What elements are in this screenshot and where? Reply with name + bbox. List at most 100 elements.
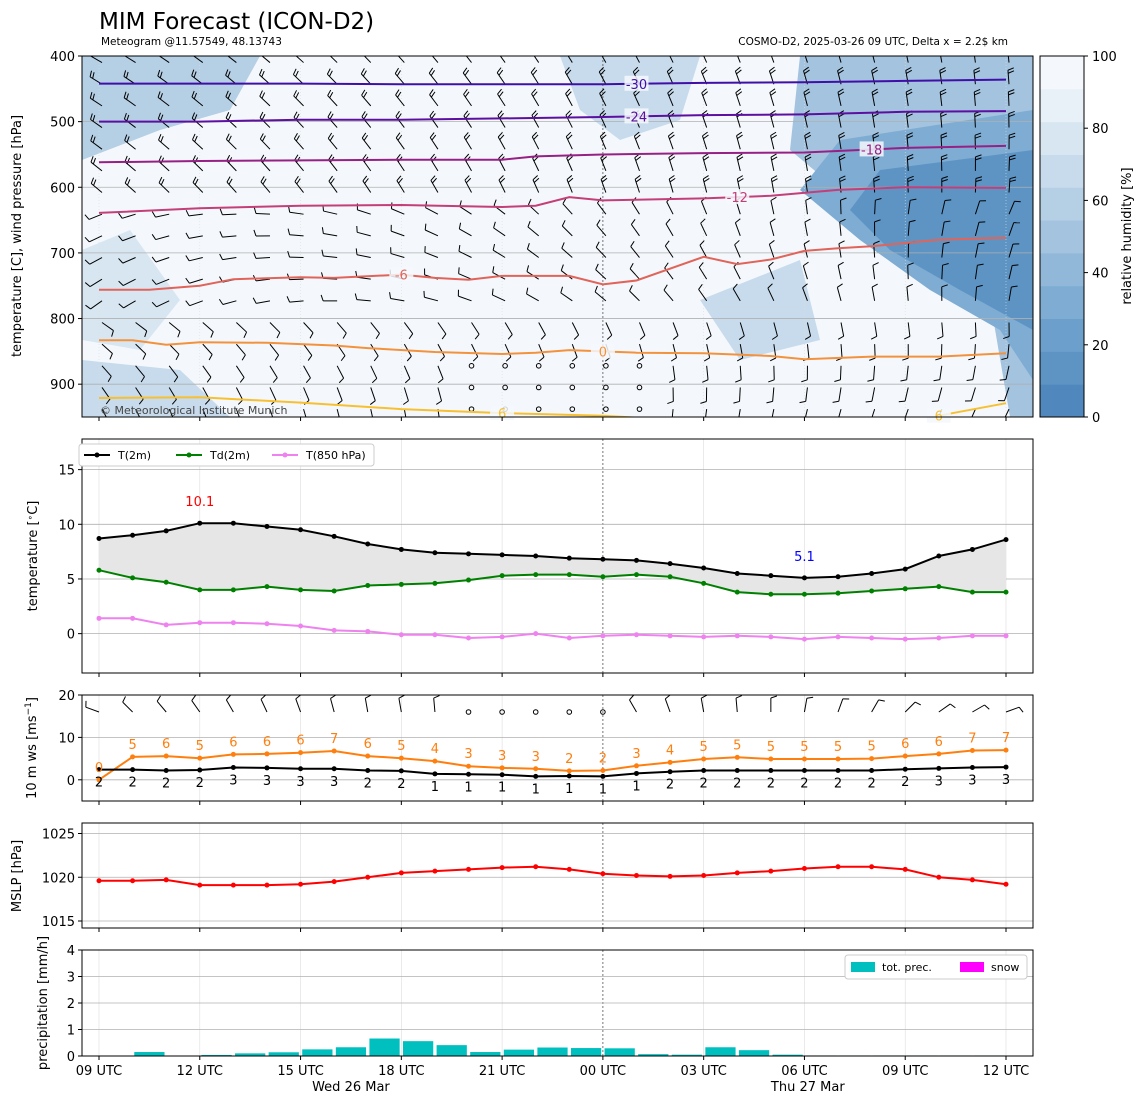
barb-staff xyxy=(391,208,405,215)
barb-staff xyxy=(260,181,271,193)
barb-feather xyxy=(941,179,948,182)
barb-feather xyxy=(698,262,704,268)
wind-barb xyxy=(838,56,842,63)
precipitation-bar xyxy=(772,1054,803,1056)
series-point xyxy=(96,615,102,621)
series-point xyxy=(969,748,975,754)
humidity-contour-8 xyxy=(82,360,230,417)
series-point xyxy=(600,574,606,580)
barb-staff xyxy=(430,158,439,172)
wind-barb xyxy=(667,88,674,107)
wind-barb xyxy=(605,322,613,340)
barb-feather xyxy=(90,156,94,163)
barb-feather xyxy=(253,207,257,214)
barb-feather xyxy=(124,49,125,55)
wind-barb xyxy=(336,408,340,417)
barb-staff xyxy=(192,160,204,172)
barb-feather xyxy=(941,154,948,158)
calm-wind-marker xyxy=(636,406,643,412)
wind-barb xyxy=(595,241,607,258)
barb-feather xyxy=(634,69,640,75)
barb-staff xyxy=(255,257,270,259)
barb-feather xyxy=(430,91,436,98)
barb-feather xyxy=(287,228,291,235)
barb-feather xyxy=(667,46,672,50)
series-point xyxy=(365,541,371,547)
barb-staff xyxy=(259,138,271,150)
series-point xyxy=(466,635,472,641)
barb-feather xyxy=(321,249,324,257)
barb-staff xyxy=(357,209,371,215)
series-point xyxy=(331,879,337,885)
precipitation-bar xyxy=(738,1050,770,1056)
barb-staff xyxy=(874,200,876,215)
barb-feather xyxy=(839,156,846,161)
wind-barb xyxy=(567,56,573,63)
speed-value-label: 2 xyxy=(700,776,708,791)
series-point xyxy=(96,567,102,573)
barb-staff xyxy=(630,224,640,237)
wind-barb xyxy=(389,292,405,302)
series-point xyxy=(264,584,270,590)
barb-feather xyxy=(668,48,673,52)
barb-staff xyxy=(256,300,271,304)
barb-feather xyxy=(327,111,332,118)
barb-feather xyxy=(838,153,846,158)
colorbar-tick-label: 20 xyxy=(1092,339,1109,354)
barb-feather xyxy=(973,70,981,74)
barb-feather xyxy=(330,178,335,184)
barb-staff xyxy=(289,234,304,237)
barb-staff xyxy=(561,247,573,258)
wind-barb xyxy=(259,133,271,150)
barb-feather xyxy=(109,353,113,360)
series-point xyxy=(432,550,438,556)
barb-staff xyxy=(630,246,640,258)
barb-feather xyxy=(107,376,112,383)
barb-staff xyxy=(633,135,640,150)
series-point xyxy=(667,633,673,639)
gust-value-label: 5 xyxy=(128,738,136,753)
barb-feather xyxy=(599,46,603,51)
barb-staff xyxy=(974,322,977,337)
wind-barb xyxy=(940,154,948,171)
barb-feather xyxy=(736,153,743,158)
precipitation-bars xyxy=(134,1038,1005,1056)
barb-staff xyxy=(806,322,812,337)
series-point xyxy=(801,767,807,773)
barb-feather xyxy=(839,134,846,139)
figure-subtitle-right: COSMO-D2, 2025-03-26 09 UTC, Delta x = 2… xyxy=(738,36,1008,48)
wind-barb xyxy=(219,231,237,238)
barb-feather xyxy=(126,179,131,186)
barb-feather xyxy=(974,113,981,118)
barb-staff xyxy=(124,118,136,128)
wind-barb xyxy=(1008,285,1018,301)
barb-staff xyxy=(566,179,573,193)
wind-barb xyxy=(668,175,676,193)
wind-barb xyxy=(799,387,808,404)
value-tick-label: 0 xyxy=(67,628,75,643)
wind-barb xyxy=(253,252,270,259)
barb-staff xyxy=(771,409,775,417)
barb-feather xyxy=(404,378,411,384)
barb-staff xyxy=(293,95,304,107)
barb-feather xyxy=(227,71,231,78)
barb-feather xyxy=(566,91,572,97)
barb-feather xyxy=(599,131,606,137)
wind-barb xyxy=(90,113,103,128)
wind-barb xyxy=(1008,176,1017,193)
wind-barb xyxy=(424,246,439,258)
barb-staff xyxy=(905,70,909,85)
time-tick-label: 09 UTC xyxy=(76,1064,122,1079)
barb-feather xyxy=(177,331,181,338)
barb-feather xyxy=(974,132,982,136)
barb-feather xyxy=(89,70,93,77)
calm-wind-marker xyxy=(465,709,472,715)
barb-staff xyxy=(202,322,214,333)
wind-barb xyxy=(156,695,167,713)
barb-staff xyxy=(192,139,204,150)
barb-staff xyxy=(1007,344,1010,359)
barb-feather xyxy=(974,88,981,93)
barb-staff xyxy=(907,221,910,236)
barb-feather xyxy=(870,335,878,340)
